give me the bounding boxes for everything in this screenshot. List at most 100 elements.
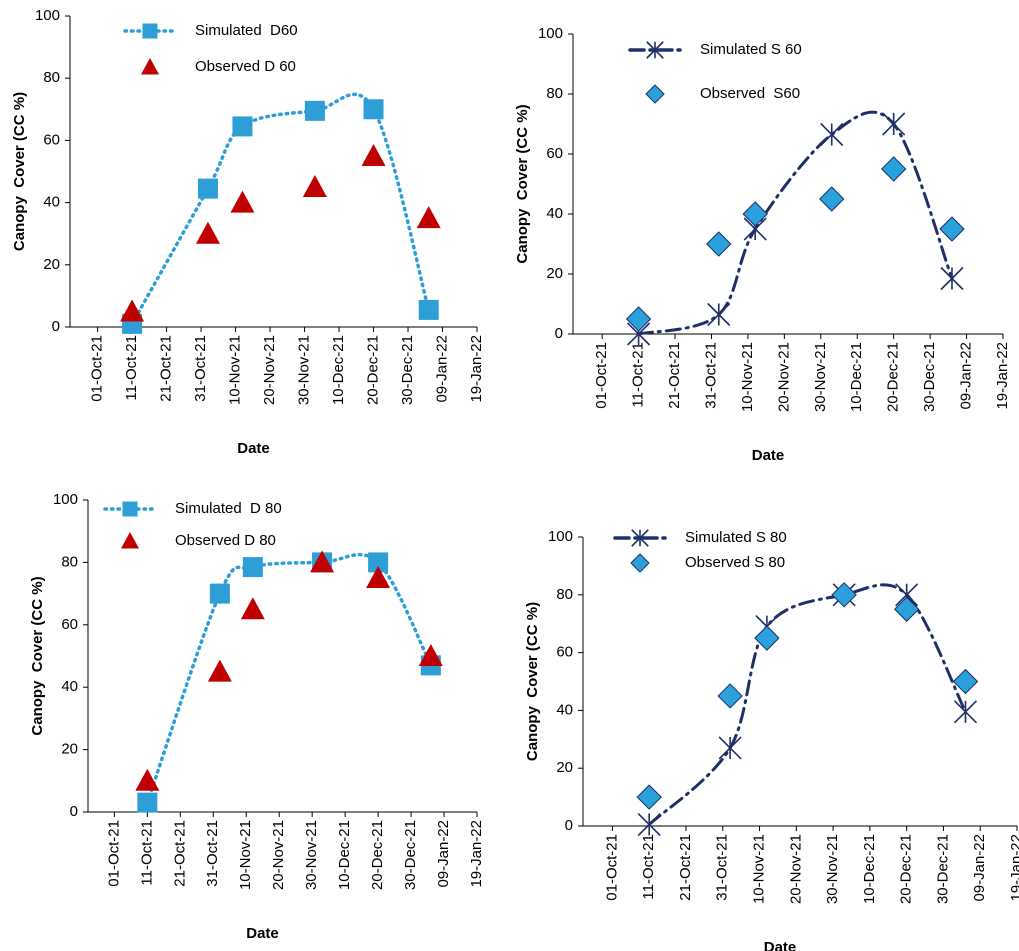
x-tick-label: 31-Oct-21	[204, 820, 221, 887]
x-tick-label: 01-Oct-21	[105, 820, 122, 887]
y-tick-label: 0	[565, 817, 573, 834]
y-tick-label: 100	[548, 528, 573, 545]
marker-asterisk	[953, 700, 978, 724]
series-line	[130, 92, 431, 326]
y-tick-label: 80	[546, 85, 563, 102]
marker-triangle	[416, 206, 441, 229]
x-tick-label: 01-Oct-21	[89, 335, 106, 402]
x-tick-label: 09-Jan-22	[971, 834, 988, 902]
x-tick-label: 31-Oct-21	[702, 342, 719, 409]
y-tick-label: 80	[556, 586, 573, 603]
x-tick-label: 31-Oct-21	[192, 335, 209, 402]
x-tick-label: 10-Dec-21	[336, 820, 353, 890]
x-tick-label: 21-Oct-21	[158, 335, 175, 402]
marker-square	[209, 583, 230, 604]
marker-triangle	[302, 175, 327, 198]
x-tick-label: 20-Dec-21	[369, 820, 386, 890]
x-tick-label: 21-Oct-21	[171, 820, 188, 887]
marker-diamond	[625, 306, 652, 332]
y-tick-label: 40	[43, 194, 60, 211]
y-tick-label: 60	[43, 131, 60, 148]
x-tick-label: 10-Dec-21	[848, 342, 865, 412]
x-tick-label: 10-Nov-21	[237, 820, 254, 890]
legend-label: Simulated S 80	[685, 529, 787, 546]
marker-triangle	[361, 143, 386, 166]
marker-asterisk	[940, 266, 964, 291]
marker-triangle	[120, 299, 145, 322]
marker-square	[418, 299, 439, 320]
y-tick-label: 100	[35, 7, 60, 24]
chart-panel: 0 20 40 60 80 100 01-Oct-21 11-Oct-21 21-Oct-21 3…	[29, 491, 485, 942]
x-tick-label: 19-Jan-22	[994, 342, 1011, 410]
y-tick-label: 20	[546, 265, 563, 282]
x-axis-label: Date	[752, 447, 785, 464]
x-tick-label: 19-Jan-22	[1008, 834, 1019, 902]
x-tick-label: 21-Oct-21	[666, 342, 683, 409]
marker-asterisk	[637, 812, 661, 837]
marker-square	[232, 116, 253, 137]
x-tick-label: 20-Dec-21	[898, 834, 915, 904]
y-axis-label: Canopy Cover (CC %)	[524, 602, 541, 761]
x-axis-label: Date	[237, 440, 270, 457]
legend-label: Observed D 80	[175, 532, 276, 549]
x-tick-label: 21-Oct-21	[677, 834, 694, 901]
x-tick-label: 10-Dec-21	[330, 335, 347, 405]
legend-marker	[141, 58, 159, 75]
x-tick-label: 30-Nov-21	[824, 834, 841, 904]
x-tick-label: 20-Nov-21	[775, 342, 792, 412]
y-tick-label: 100	[538, 25, 563, 42]
x-axis-label: Date	[764, 939, 797, 951]
x-tick-label: 30-Dec-21	[921, 342, 938, 412]
legend-label: Observed S60	[700, 85, 800, 102]
marker-square	[242, 557, 263, 578]
chart-panel: 0 20 40 60 80 100 01-Oct-21 11-Oct-21 21-Oct-21 3…	[514, 25, 1011, 464]
marker-square	[363, 99, 384, 120]
marker-diamond	[754, 625, 780, 651]
series-line	[637, 110, 954, 336]
legend-marker	[631, 529, 649, 547]
x-tick-label: 20-Nov-21	[261, 335, 278, 405]
marker-diamond	[706, 231, 732, 257]
x-tick-label: 31-Oct-21	[714, 834, 731, 901]
chart-panel: 0 20 40 60 80 100 01-Oct-21 11-Oct-21 21-Oct-21 3…	[524, 528, 1019, 951]
x-tick-label: 10-Nov-21	[751, 834, 768, 904]
y-tick-label: 20	[556, 759, 573, 776]
marker-square	[137, 792, 158, 813]
x-tick-label: 30-Nov-21	[296, 335, 313, 405]
x-tick-label: 11-Oct-21	[640, 834, 657, 900]
x-tick-label: 01-Oct-21	[603, 834, 620, 901]
marker-asterisk	[882, 112, 906, 136]
y-axis-label: Canopy Cover (CC %)	[11, 92, 28, 251]
y-tick-label: 0	[70, 803, 78, 820]
x-tick-label: 30-Nov-21	[812, 342, 829, 412]
marker-triangle	[366, 566, 391, 588]
legend-label: Simulated D 80	[175, 500, 282, 517]
marker-diamond	[952, 668, 979, 695]
x-tick-label: 30-Dec-21	[399, 335, 416, 405]
y-tick-label: 60	[61, 616, 78, 633]
y-tick-label: 40	[556, 701, 573, 718]
marker-diamond	[819, 186, 845, 212]
x-tick-label: 30-Dec-21	[402, 820, 419, 890]
marker-diamond	[742, 201, 768, 227]
x-tick-label: 10-Dec-21	[861, 834, 878, 904]
x-tick-label: 20-Nov-21	[270, 820, 287, 890]
series-line	[145, 552, 433, 805]
legend-marker	[645, 84, 665, 104]
x-tick-label: 11-Oct-21	[630, 342, 647, 408]
x-tick-label: 20-Dec-21	[364, 335, 381, 405]
marker-triangle	[135, 768, 160, 791]
marker-diamond	[831, 582, 857, 608]
x-tick-label: 19-Jan-22	[468, 335, 485, 403]
y-tick-label: 20	[43, 256, 60, 273]
x-tick-label: 19-Jan-22	[468, 820, 485, 888]
legend-marker	[630, 553, 650, 573]
marker-triangle	[195, 221, 220, 244]
x-tick-label: 01-Oct-21	[593, 342, 610, 409]
series-line	[647, 583, 968, 827]
x-tick-label: 20-Dec-21	[885, 342, 902, 412]
x-tick-label: 20-Nov-21	[787, 834, 804, 904]
x-tick-label: 10-Nov-21	[227, 335, 244, 405]
y-tick-label: 0	[555, 325, 563, 342]
